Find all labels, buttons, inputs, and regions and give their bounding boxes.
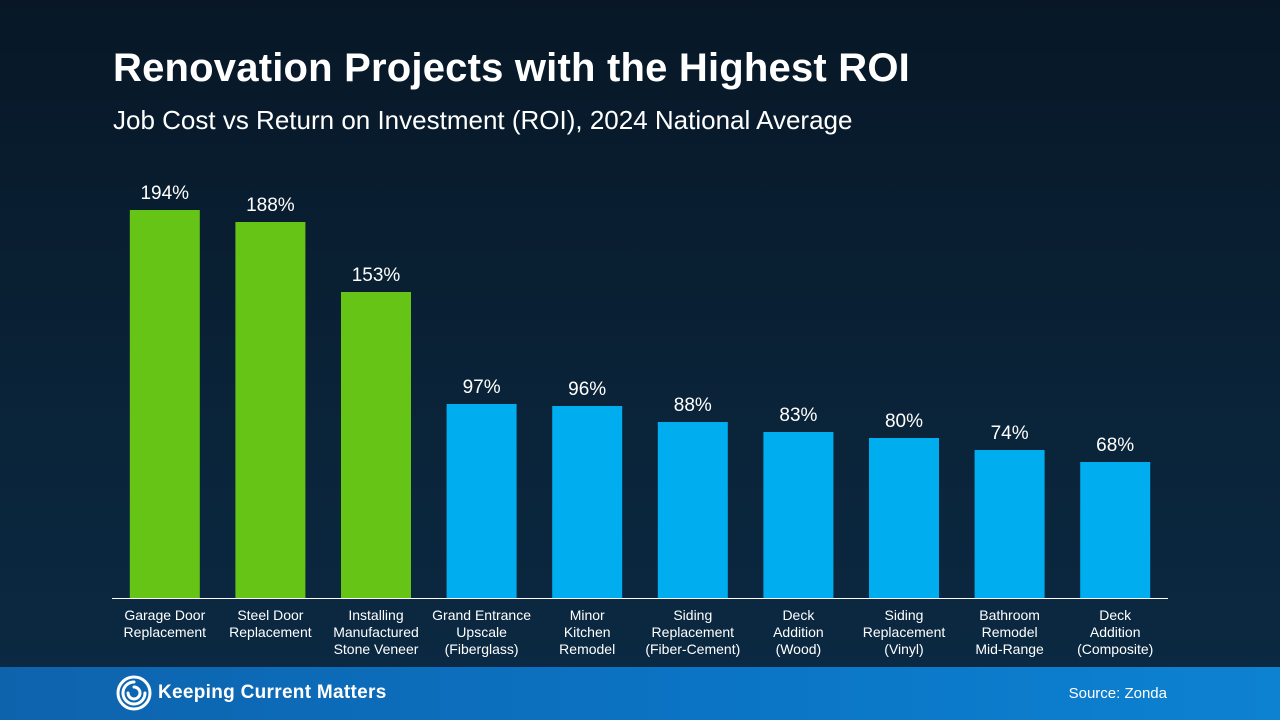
- data-label-4: 97%: [463, 377, 501, 398]
- category-label-3: Installing Manufactured Stone Veneer: [333, 607, 419, 657]
- bar-chart: 194% Garage Door Replacement 188% Steel Door…: [124, 183, 1153, 657]
- kcm-logo-icon: [116, 675, 152, 716]
- data-label-5: 96%: [568, 379, 606, 400]
- category-label-1: Garage Door Replacement: [124, 607, 207, 640]
- data-label-3: 153%: [352, 265, 401, 286]
- chart-subtitle: Job Cost vs Return on Investment (ROI), …: [113, 105, 853, 135]
- bar-6: [657, 422, 728, 598]
- bar-1: [129, 210, 200, 598]
- category-label-4: Grand Entrance Upscale (Fiberglass): [432, 607, 531, 657]
- data-label-2: 188%: [246, 195, 295, 216]
- category-label-6: Siding Replacement (Fiber-Cement): [645, 607, 740, 657]
- source-note: Source: Zonda: [1068, 685, 1167, 702]
- category-label-7: Deck Addition (Wood): [773, 607, 824, 657]
- data-label-6: 88%: [674, 395, 712, 416]
- bar-4: [446, 404, 517, 598]
- category-label-10: Deck Addition (Composite): [1077, 607, 1153, 657]
- data-label-8: 80%: [885, 411, 923, 432]
- data-label-1: 194%: [140, 183, 189, 204]
- bar-9: [974, 450, 1045, 598]
- bar-3: [341, 292, 411, 598]
- category-label-2: Steel Door Replacement: [229, 607, 312, 640]
- data-label-7: 83%: [779, 405, 817, 426]
- category-label-9: Bathroom Remodel Mid-Range: [975, 607, 1044, 657]
- category-label-5: Minor Kitchen Remodel: [559, 607, 615, 657]
- category-label-8: Siding Replacement (Vinyl): [863, 607, 946, 657]
- chart-title: Renovation Projects with the Highest ROI: [113, 46, 910, 90]
- data-label-10: 68%: [1096, 435, 1134, 456]
- bar-2: [235, 222, 306, 598]
- data-label-9: 74%: [991, 423, 1029, 444]
- bar-7: [763, 432, 834, 598]
- bar-8: [869, 438, 939, 598]
- bar-5: [552, 406, 623, 598]
- brand-name: Keeping Current Matters: [158, 682, 387, 703]
- footer-bar: Keeping Current Matters Source: Zonda: [0, 667, 1280, 720]
- bar-10: [1080, 462, 1151, 598]
